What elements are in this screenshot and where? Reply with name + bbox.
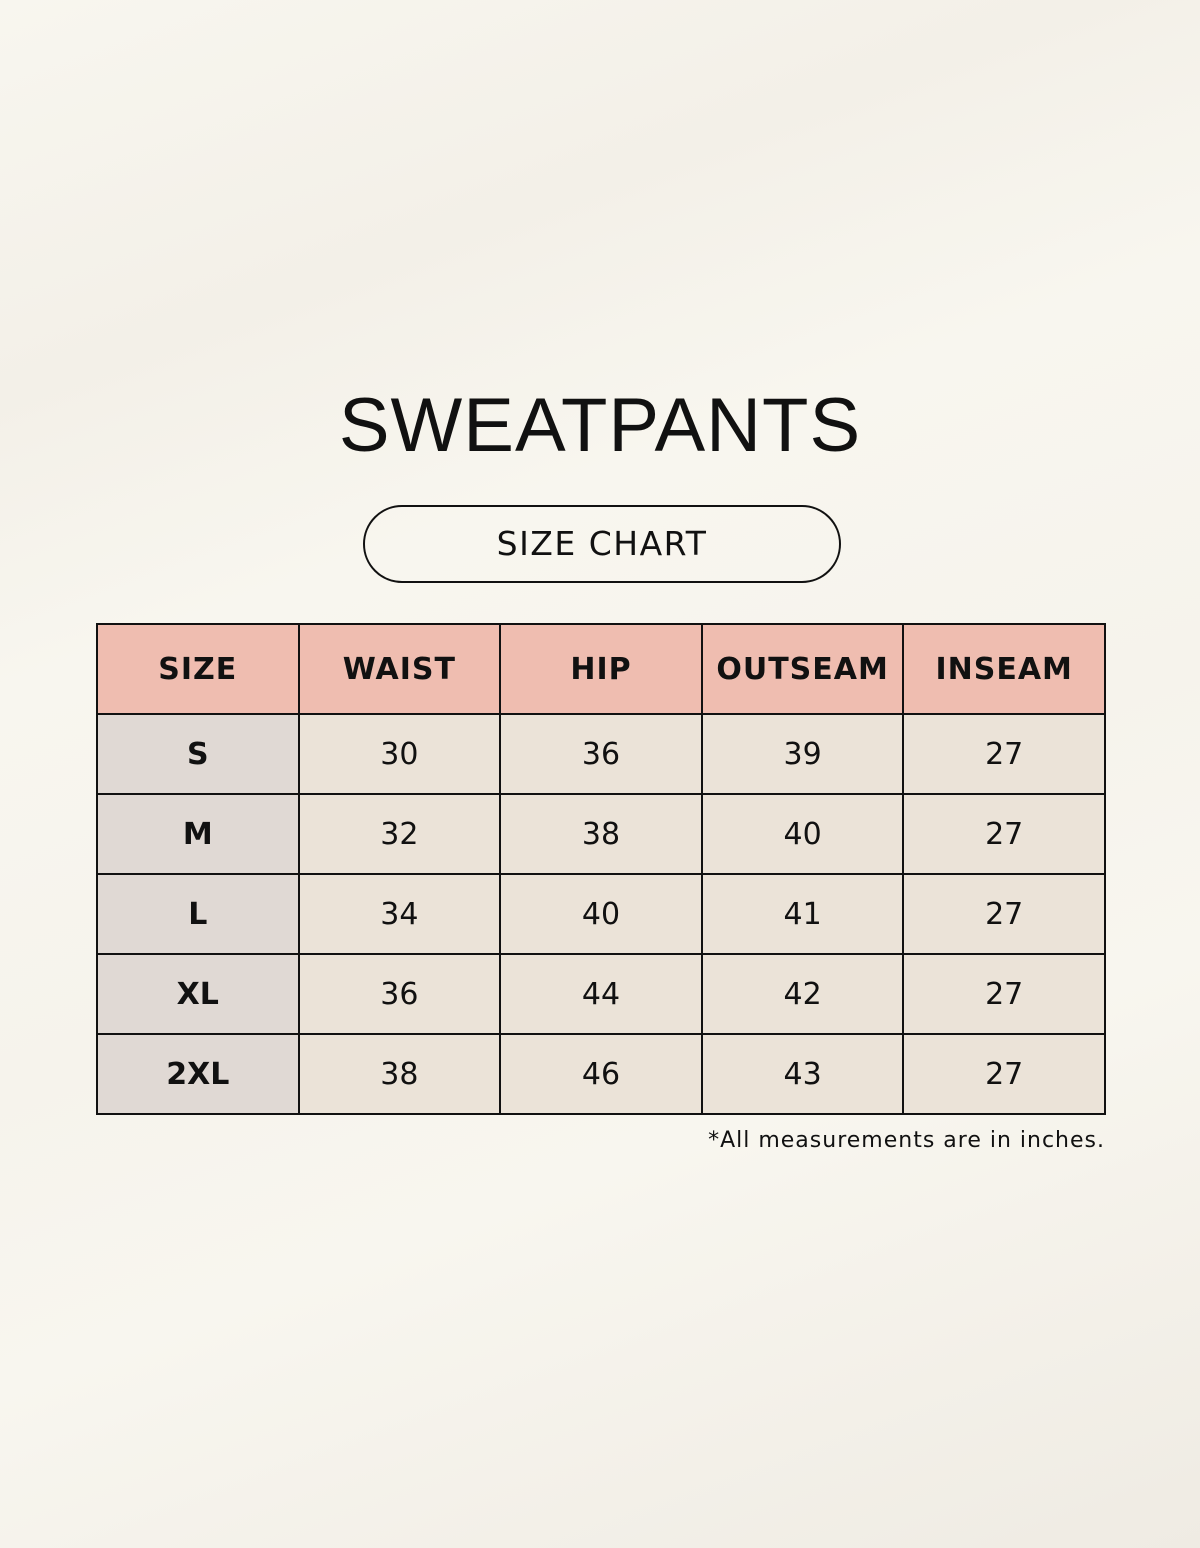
table-row: M 32 38 40 27 (96, 793, 1106, 875)
column-header: OUTSEAM (700, 623, 905, 715)
size-cell: S (96, 713, 300, 795)
measure-cell: 38 (499, 793, 703, 875)
table-row: S 30 36 39 27 (96, 713, 1106, 795)
column-header: WAIST (297, 623, 502, 715)
measure-cell: 38 (297, 1033, 502, 1115)
measure-cell: 40 (700, 793, 905, 875)
size-cell: L (96, 873, 300, 955)
subtitle-pill: SIZE CHART (363, 505, 841, 583)
measure-cell: 42 (700, 953, 905, 1035)
measure-cell: 32 (297, 793, 502, 875)
measure-cell: 30 (297, 713, 502, 795)
column-header: SIZE (96, 623, 300, 715)
measure-cell: 40 (499, 873, 703, 955)
footnote: *All measurements are in inches. (708, 1128, 1105, 1153)
column-header: HIP (499, 623, 703, 715)
table-row: L 34 40 41 27 (96, 873, 1106, 955)
measure-cell: 27 (902, 713, 1106, 795)
measure-cell: 27 (902, 793, 1106, 875)
measure-cell: 36 (499, 713, 703, 795)
size-cell: XL (96, 953, 300, 1035)
table-row: XL 36 44 42 27 (96, 953, 1106, 1035)
measure-cell: 27 (902, 873, 1106, 955)
measure-cell: 41 (700, 873, 905, 955)
measure-cell: 43 (700, 1033, 905, 1115)
measure-cell: 27 (902, 1033, 1106, 1115)
title: SWEATPANTS (338, 383, 862, 468)
measure-cell: 46 (499, 1033, 703, 1115)
size-table: SIZE WAIST HIP OUTSEAM INSEAM S 30 36 39 27 M 32 38 4… (96, 623, 1106, 1115)
measure-cell: 39 (700, 713, 905, 795)
header-row: SIZE WAIST HIP OUTSEAM INSEAM (96, 623, 1106, 715)
measure-cell: 36 (297, 953, 502, 1035)
measure-cell: 34 (297, 873, 502, 955)
table-row: 2XL 38 46 43 27 (96, 1033, 1106, 1115)
column-header: INSEAM (902, 623, 1106, 715)
measure-cell: 27 (902, 953, 1106, 1035)
size-cell: 2XL (96, 1033, 300, 1115)
size-cell: M (96, 793, 300, 875)
measure-cell: 44 (499, 953, 703, 1035)
